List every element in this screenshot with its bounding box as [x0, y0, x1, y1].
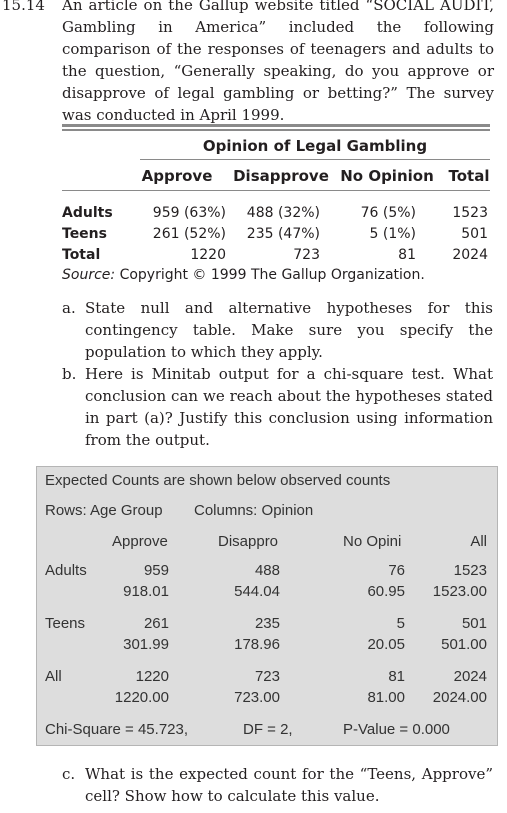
expected-count: 81.00 — [367, 689, 405, 706]
table-title: Opinion of Legal Gambling — [202, 137, 428, 155]
column-header: Approve — [141, 167, 213, 185]
observed-count: 501 — [461, 615, 487, 632]
expected-count: 918.01 — [123, 583, 169, 600]
column-header: Disapprove — [233, 167, 329, 185]
expected-count: 1220.00 — [114, 689, 169, 706]
observed-count: 261 — [143, 615, 169, 632]
problem-text: An article on the Gallup website titled … — [62, 0, 494, 124]
table-cell: 235 (47%) — [246, 226, 320, 242]
table-cell: 261 (52%) — [152, 226, 226, 242]
expected-count: 301.99 — [123, 636, 169, 653]
column-header: No Opinion — [340, 167, 434, 185]
table-rule — [62, 124, 490, 127]
minitab-note: Expected Counts are shown below observed… — [45, 472, 391, 489]
row-label: Total — [62, 247, 101, 263]
column-header: Total — [448, 167, 490, 185]
source-label: Source: — [62, 267, 116, 283]
observed-count: 5 — [396, 615, 405, 632]
table-rule — [62, 190, 490, 191]
observed-count: 488 — [254, 562, 280, 579]
minitab-header: Disappro — [218, 533, 279, 550]
table-rule — [62, 129, 490, 131]
observed-count: 1523 — [453, 562, 487, 579]
table-cell: 5 (1%) — [369, 226, 417, 242]
observed-count: 723 — [254, 668, 280, 685]
row-label: Adults — [62, 205, 113, 221]
minitab-row-label: Teens — [45, 615, 86, 632]
question-label: c. — [62, 765, 76, 783]
table-cell: 723 — [293, 247, 320, 263]
question-text: Here is Minitab output for a chi-square … — [85, 365, 493, 449]
observed-count: 81 — [388, 668, 405, 685]
expected-count: 60.95 — [367, 583, 405, 600]
row-label: Teens — [62, 226, 107, 242]
observed-count: 235 — [254, 615, 280, 632]
table-cell: 1523 — [452, 205, 488, 221]
question-label: a. — [62, 299, 76, 317]
table-cell: 959 (63%) — [152, 205, 226, 221]
rows-label: Rows: Age Group — [45, 502, 163, 519]
minitab-output — [36, 466, 498, 746]
expected-count: 2024.00 — [432, 689, 487, 706]
table-rule — [140, 159, 490, 160]
minitab-header: All — [470, 533, 487, 550]
source-text: Copyright © 1999 The Gallup Organization… — [119, 267, 425, 283]
expected-count: 1523.00 — [432, 583, 487, 600]
test-statistic: DF = 2, — [243, 721, 293, 738]
observed-count: 1220 — [135, 668, 169, 685]
observed-count: 76 — [388, 562, 405, 579]
test-statistic: Chi-Square = 45.723, — [45, 721, 189, 738]
question-text: What is the expected count for the “Teen… — [85, 765, 493, 805]
minitab-header: No Opini — [343, 533, 402, 550]
question-label: b. — [62, 365, 77, 383]
table-cell: 81 — [398, 247, 416, 263]
table-cell: 1220 — [190, 247, 226, 263]
test-statistic: P-Value = 0.000 — [343, 721, 450, 738]
table-source: Source: Copyright © 1999 The Gallup Orga… — [62, 267, 425, 283]
table-cell: 2024 — [452, 247, 488, 263]
problem-number: 15.14 — [2, 0, 45, 14]
expected-count: 544.04 — [234, 583, 280, 600]
observed-count: 959 — [143, 562, 169, 579]
expected-count: 178.96 — [234, 636, 280, 653]
minitab-row-label: Adults — [45, 562, 87, 579]
table-cell: 488 (32%) — [246, 205, 320, 221]
table-cell: 76 (5%) — [360, 205, 416, 221]
expected-count: 20.05 — [367, 636, 405, 653]
expected-count: 723.00 — [234, 689, 280, 706]
expected-count: 501.00 — [441, 636, 487, 653]
columns-label: Columns: Opinion — [194, 502, 314, 519]
question-text: State null and alternative hypotheses fo… — [85, 299, 493, 361]
observed-count: 2024 — [453, 668, 487, 685]
minitab-row-label: All — [45, 668, 62, 685]
minitab-header: Approve — [112, 533, 168, 550]
table-cell: 501 — [461, 226, 488, 242]
